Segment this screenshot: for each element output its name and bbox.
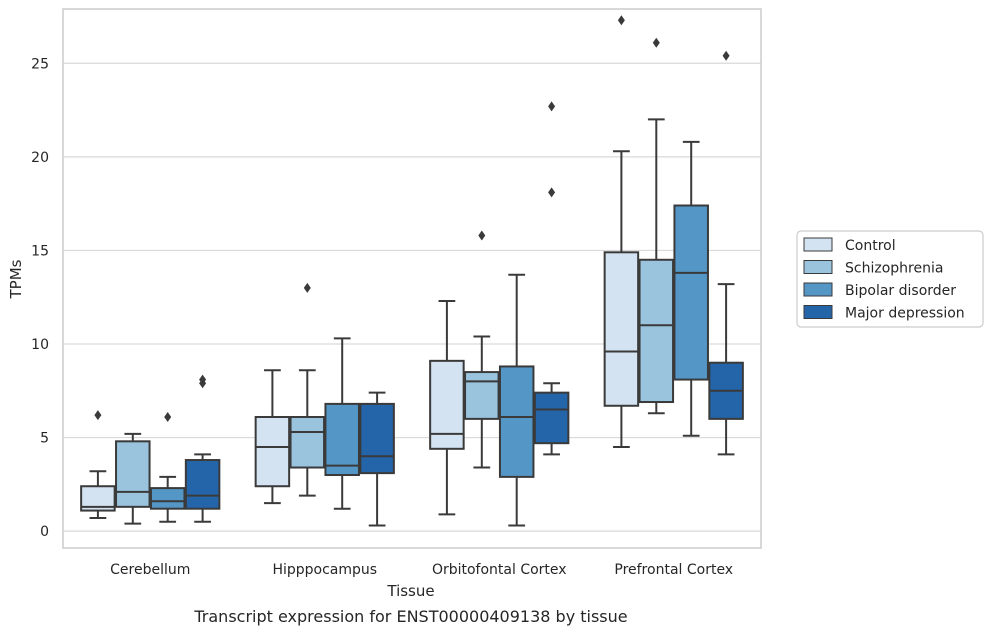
box-plot-series — [80, 15, 744, 527]
outlier-point — [722, 50, 730, 61]
y-tick-label: 10 — [31, 337, 49, 353]
x-axis-label: Tissue — [386, 582, 434, 600]
x-tick-label: Cerebellum — [110, 562, 190, 578]
outlier-point — [94, 410, 102, 421]
box — [464, 371, 500, 420]
box — [498, 365, 535, 478]
outlier-point — [303, 282, 311, 293]
outlier-point — [478, 230, 486, 241]
box-group — [673, 140, 709, 437]
box — [429, 359, 465, 450]
box — [638, 258, 675, 404]
legend-swatch — [803, 305, 833, 319]
x-tick-label: Hipppocampus — [272, 562, 377, 578]
box — [149, 487, 186, 510]
plot-frame — [62, 8, 762, 549]
legend-swatch — [803, 260, 833, 274]
box — [184, 459, 221, 510]
box-group — [254, 369, 291, 505]
box-group — [289, 282, 326, 497]
box — [673, 204, 709, 381]
box — [603, 251, 640, 407]
y-gridlines — [63, 62, 761, 532]
y-axis-label: TPMs — [7, 259, 25, 299]
outlier-point — [652, 37, 660, 48]
legend-label: Control — [845, 238, 896, 254]
y-tick-label: 20 — [31, 150, 49, 166]
box-group — [638, 37, 675, 415]
box-group — [708, 50, 744, 456]
outlier-point — [164, 411, 172, 422]
y-tick-label: 25 — [31, 56, 49, 72]
legend-label: Schizophrenia — [845, 261, 943, 277]
outlier-point — [199, 374, 207, 385]
box — [324, 402, 360, 477]
y-tick-label: 0 — [40, 524, 49, 540]
box-group — [80, 410, 116, 520]
x-tick-label: Orbitofontal Cortex — [432, 562, 567, 578]
outlier-point — [548, 101, 556, 112]
box-group — [184, 374, 221, 523]
box-group — [149, 411, 186, 523]
box-group — [533, 101, 570, 456]
legend-label: Major depression — [845, 306, 965, 322]
legend-swatch — [803, 237, 833, 252]
y-tick-label: 15 — [31, 243, 49, 259]
box — [115, 440, 151, 508]
box-group — [464, 230, 500, 469]
box — [254, 415, 291, 488]
box-group — [429, 299, 465, 516]
y-tick-labels: 0 5 10 15 20 25 — [31, 56, 49, 540]
y-tick-label: 5 — [40, 431, 49, 447]
box — [359, 402, 395, 475]
box-group — [603, 15, 640, 448]
box-group — [115, 432, 151, 525]
box — [533, 391, 570, 445]
legend: Control Schizophrenia Bipolar disorder Majo… — [796, 230, 984, 328]
box-group — [498, 273, 535, 527]
box — [289, 415, 326, 469]
x-tick-labels: Cerebellum Hipppocampus Orbitofontal Corte… — [110, 562, 733, 578]
outlier-point — [617, 15, 625, 26]
outlier-point — [548, 187, 556, 198]
box-group — [359, 391, 395, 527]
chart-caption: Transcript expression for ENST0000040913… — [193, 607, 627, 626]
box-group — [324, 337, 360, 510]
x-tick-label: Prefrontal Cortex — [614, 562, 733, 578]
legend-frame — [796, 230, 984, 328]
legend-label: Bipolar disorder — [845, 283, 956, 299]
legend-swatch — [803, 282, 833, 297]
